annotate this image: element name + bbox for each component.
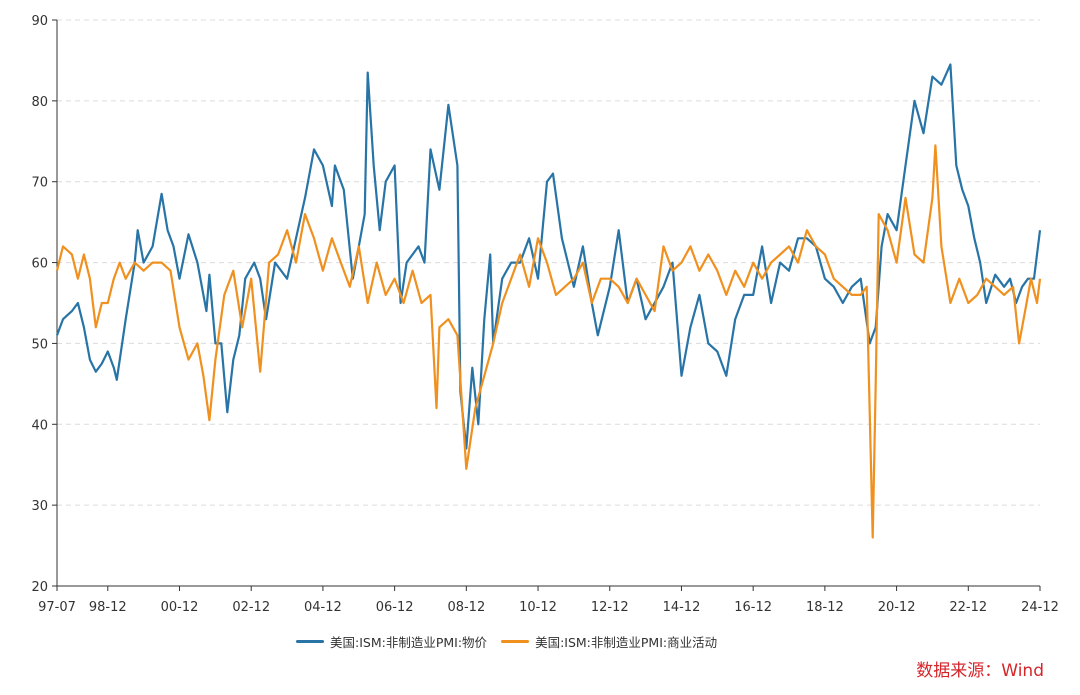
x-tick-label: 14-12: [663, 600, 701, 615]
x-tick-label: 02-12: [232, 600, 270, 615]
y-tick-label: 70: [31, 176, 48, 191]
x-tick-label: 98-12: [89, 600, 127, 615]
x-tick-label: 24-12: [1021, 600, 1059, 615]
legend-item-business-activity: 美国:ISM:非制造业PMI:商业活动: [501, 632, 717, 651]
legend-swatch-prices: [296, 640, 324, 643]
line-chart: 20 30 40 50 60 70 80 90 97-07 98-12 00-12 02-12 04-1…: [31, 14, 1058, 615]
x-tick-label: 04-12: [304, 600, 342, 615]
x-tick-label: 18-12: [806, 600, 844, 615]
series-line-prices: [55, 63, 1042, 450]
chart-legend: 美国:ISM:非制造业PMI:物价 美国:ISM:非制造业PMI:商业活动: [296, 632, 717, 651]
y-tick-label: 80: [31, 95, 48, 110]
series-line-business-activity: [55, 144, 1042, 539]
legend-label-prices: 美国:ISM:非制造业PMI:物价: [330, 635, 488, 650]
x-tick-label: 08-12: [447, 600, 485, 615]
y-tick-label: 90: [31, 14, 48, 29]
x-tick-label: 00-12: [161, 600, 199, 615]
series-lines: [55, 63, 1042, 539]
legend-label-business-activity: 美国:ISM:非制造业PMI:商业活动: [535, 635, 718, 650]
y-tick-label: 30: [31, 499, 48, 514]
x-tick-label: 22-12: [949, 600, 987, 615]
x-tick-label: 20-12: [878, 600, 916, 615]
x-tick-label: 06-12: [376, 600, 414, 615]
legend-item-prices: 美国:ISM:非制造业PMI:物价: [296, 632, 487, 651]
y-tick-label: 50: [31, 337, 48, 352]
legend-swatch-business-activity: [501, 640, 530, 643]
source-note: 数据来源：Wind: [916, 661, 1044, 681]
x-tick-label: 97-07: [38, 600, 76, 615]
y-tick-label: 40: [31, 418, 48, 433]
y-tick-label: 20: [31, 580, 48, 595]
y-tick-label: 60: [31, 257, 48, 272]
gridlines: [57, 19, 1040, 506]
x-tick-label: 12-12: [591, 600, 629, 615]
axes: 20 30 40 50 60 70 80 90 97-07 98-12 00-12 02-12 04-1…: [31, 14, 1058, 615]
x-tick-label: 10-12: [519, 600, 557, 615]
x-tick-label: 16-12: [734, 600, 772, 615]
